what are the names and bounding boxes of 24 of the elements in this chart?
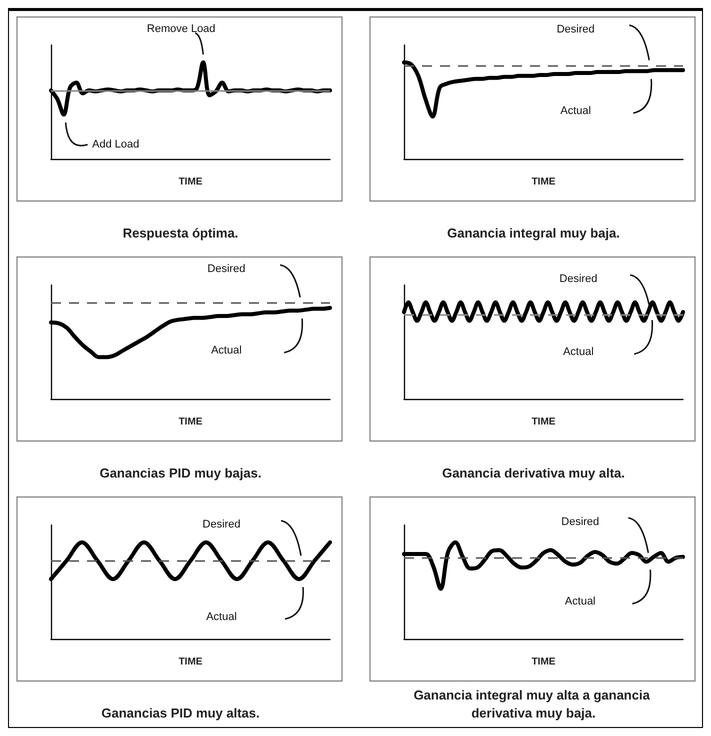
x-axis-title: TIME bbox=[532, 656, 556, 668]
text: Actual bbox=[563, 346, 594, 358]
x-axis-title: TIME bbox=[532, 416, 556, 428]
ref-line-label: Desired bbox=[207, 263, 246, 275]
text: Ganancias PID muy altas. bbox=[101, 706, 260, 720]
x-axis-title: TIME bbox=[178, 416, 203, 428]
ref-line-label: Desired bbox=[556, 23, 595, 36]
text: Ganancia integral muy baja. bbox=[447, 226, 620, 240]
text: Actual bbox=[564, 596, 596, 608]
text: Actual bbox=[560, 105, 591, 118]
text: Ganancia derivativa muy alta. bbox=[442, 466, 625, 480]
ref-line-label: Desired bbox=[561, 516, 600, 528]
ref-line-label: Desired bbox=[202, 518, 240, 531]
x-axis-title: TIME bbox=[178, 656, 203, 668]
text: Actual bbox=[211, 344, 242, 357]
annotation: Add Load bbox=[92, 138, 140, 151]
text: Actual bbox=[206, 611, 237, 623]
text: Respuesta óptima. bbox=[122, 226, 238, 240]
x-axis-title: TIME bbox=[532, 176, 556, 188]
ref-line-label: Desired bbox=[559, 272, 598, 285]
text: Ganancia integral muy alta a ganancia derivativa muy baja. bbox=[414, 688, 654, 720]
x-axis-title: TIME bbox=[178, 176, 203, 188]
text: Ganancias PID muy bajas. bbox=[100, 466, 262, 480]
text: Remove Load bbox=[146, 23, 216, 35]
